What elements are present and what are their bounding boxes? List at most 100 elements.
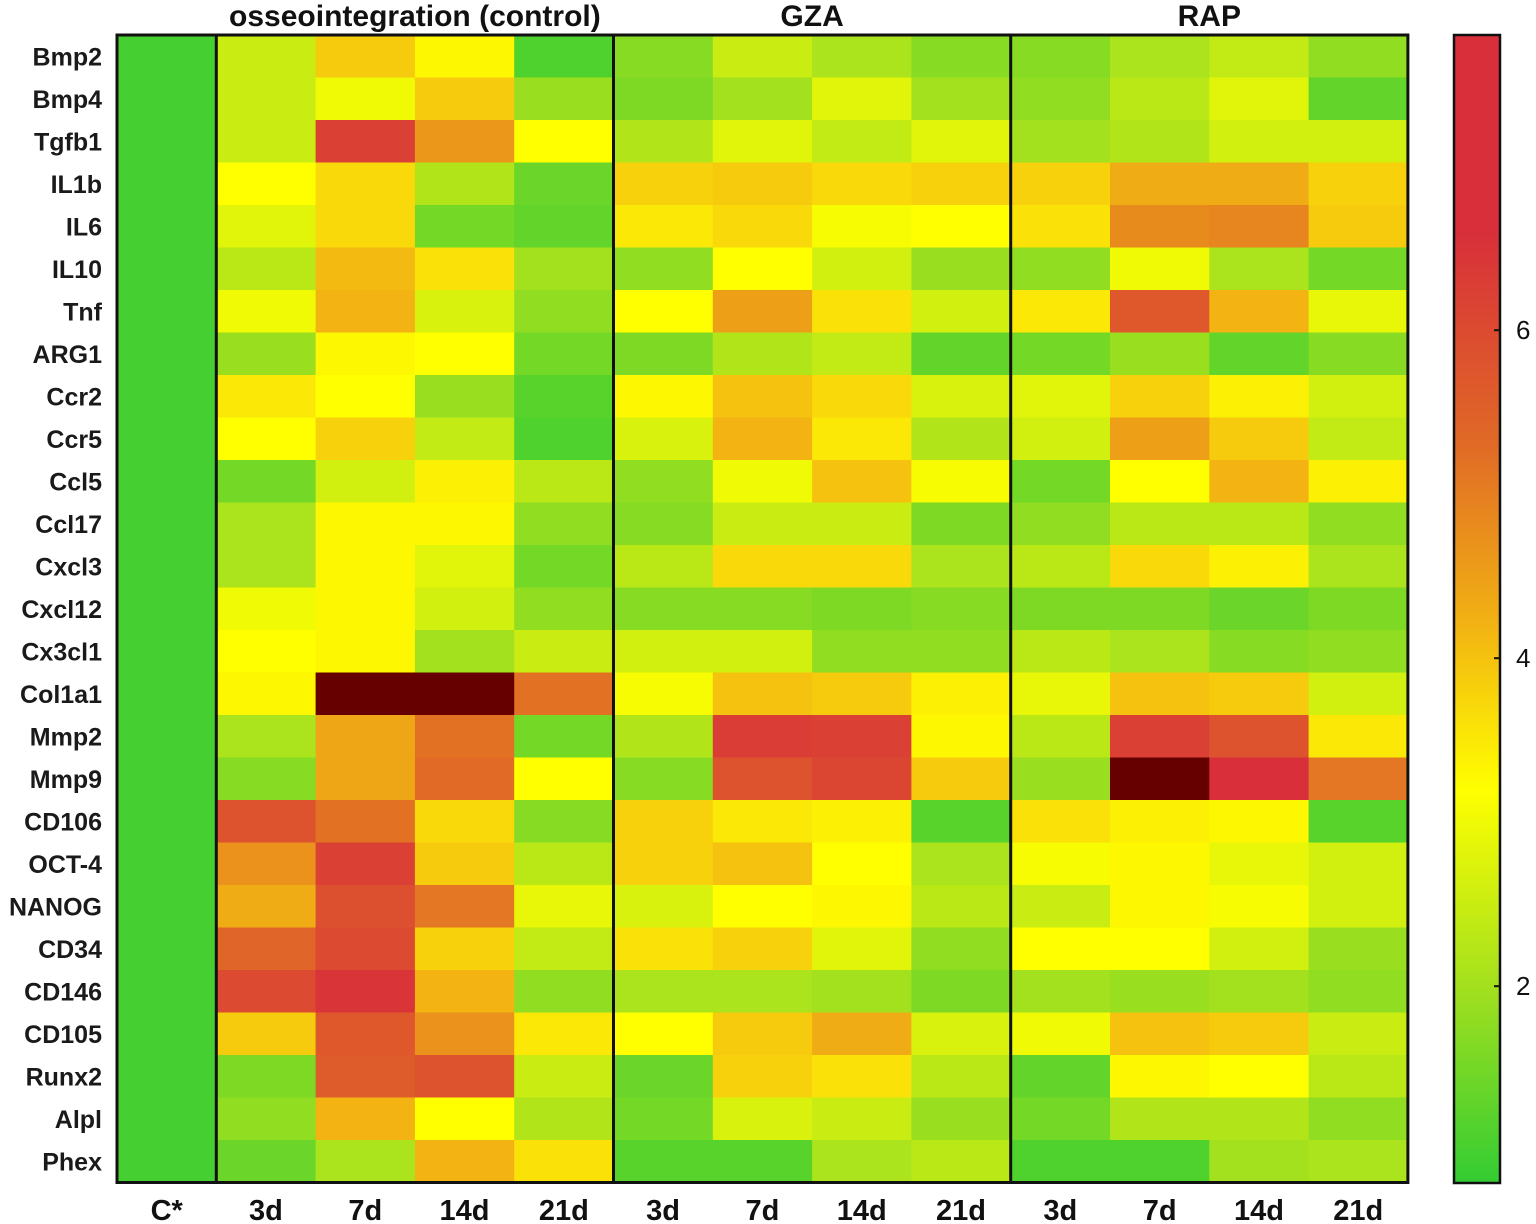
heatmap-cell	[1308, 970, 1409, 1014]
heatmap-cell	[1110, 205, 1210, 249]
heatmap-cell	[911, 800, 1012, 844]
heatmap-cell	[315, 757, 416, 801]
heatmap-cell	[911, 290, 1012, 334]
heatmap-cell	[712, 715, 813, 759]
heatmap-cell	[117, 290, 217, 334]
row-label: Ccr2	[46, 383, 102, 411]
heatmap-cell	[514, 1055, 615, 1099]
heatmap-cell	[911, 885, 1012, 929]
column-label: 14d	[1234, 1195, 1284, 1224]
heatmap-cell	[514, 970, 615, 1014]
heatmap-cell	[117, 885, 217, 929]
heatmap-cell	[1308, 885, 1409, 929]
heatmap-cell	[613, 502, 714, 546]
heatmap-cell	[1010, 545, 1111, 589]
column-label: 14d	[837, 1195, 887, 1224]
heatmap-cell	[414, 715, 515, 759]
row-label: ARG1	[33, 341, 103, 369]
heatmap-cell	[514, 885, 615, 929]
heatmap-cell	[117, 545, 217, 589]
heatmap-cell	[315, 417, 416, 461]
heatmap-cell	[216, 502, 317, 546]
heatmap-cell	[1010, 672, 1111, 716]
heatmap-cell	[414, 1055, 515, 1099]
heatmap-cell	[1209, 927, 1310, 971]
row-label: IL10	[52, 256, 102, 284]
heatmap-cell	[1010, 885, 1111, 929]
heatmap-cell	[911, 715, 1012, 759]
heatmap-cell	[1209, 120, 1310, 164]
heatmap-cell	[315, 502, 416, 546]
heatmap-cell	[1010, 332, 1111, 376]
heatmap-cell	[712, 630, 813, 674]
heatmap-cell	[117, 460, 217, 504]
heatmap-cell	[911, 1097, 1012, 1141]
heatmap-cell	[812, 205, 912, 249]
heatmap-cell	[216, 35, 317, 79]
heatmap-cell	[514, 630, 615, 674]
heatmap-cell	[216, 545, 317, 589]
heatmap-cell	[1308, 290, 1409, 334]
heatmap-cell	[514, 1097, 615, 1141]
heatmap-cell	[315, 885, 416, 929]
heatmap-cell	[1110, 375, 1210, 419]
heatmap-cell	[117, 77, 217, 121]
heatmap-cell	[911, 757, 1012, 801]
heatmap-cell	[911, 842, 1012, 886]
heatmap-cell	[613, 970, 714, 1014]
heatmap-cell	[1209, 502, 1310, 546]
heatmap-cell	[812, 1055, 912, 1099]
heatmap-cell	[1209, 757, 1310, 801]
heatmap-cell	[1010, 630, 1111, 674]
heatmap-cell	[1110, 842, 1210, 886]
row-label: Tgfb1	[34, 128, 102, 156]
heatmap-cell	[911, 247, 1012, 291]
heatmap-cell	[613, 247, 714, 291]
heatmap-cell	[414, 290, 515, 334]
column-labels: C* 3d 7d 14d 21d 3d 7d 14d 21d 3d 7d 14d 21d	[151, 1195, 1384, 1224]
heatmap-cell	[1110, 885, 1210, 929]
heatmap-cell	[315, 970, 416, 1014]
heatmap-cell	[911, 545, 1012, 589]
heatmap-cell	[514, 162, 615, 206]
heatmap-cell	[216, 375, 317, 419]
heatmap-cell	[712, 1055, 813, 1099]
heatmap-cell	[1010, 1140, 1111, 1184]
heatmap-cell	[117, 800, 217, 844]
heatmap-cell	[712, 587, 813, 631]
row-label: OCT-4	[28, 851, 102, 879]
heatmap-cell	[117, 247, 217, 291]
heatmap-cell	[1209, 800, 1310, 844]
heatmap-cell	[414, 757, 515, 801]
heatmap-cell	[812, 800, 912, 844]
heatmap-cell	[117, 120, 217, 164]
heatmap-cell	[1110, 1097, 1210, 1141]
heatmap-cell	[812, 460, 912, 504]
heatmap-cell	[315, 1012, 416, 1056]
heatmap-cell	[613, 1055, 714, 1099]
heatmap-cell	[1209, 970, 1310, 1014]
row-label: Ccl17	[35, 511, 102, 539]
heatmap-cell	[1308, 545, 1409, 589]
heatmap-cell	[1209, 1012, 1310, 1056]
heatmap-cell	[911, 1055, 1012, 1099]
heatmap-cell	[1110, 1055, 1210, 1099]
row-label: Mmp2	[30, 723, 102, 751]
heatmap-cell	[812, 757, 912, 801]
heatmap-cell	[216, 970, 317, 1014]
heatmap-cell	[1110, 332, 1210, 376]
row-label: NANOG	[9, 893, 102, 921]
heatmap-cell	[812, 162, 912, 206]
heatmap-cell	[613, 800, 714, 844]
heatmap-cell	[712, 757, 813, 801]
heatmap-cell	[414, 545, 515, 589]
heatmap-cell	[315, 1097, 416, 1141]
colorbar-tick-label: 2	[1516, 971, 1530, 1001]
heatmap-cell	[414, 247, 515, 291]
colorbar-tick-label: 6	[1516, 315, 1530, 345]
heatmap-cell	[1010, 120, 1111, 164]
heatmap-cell	[514, 120, 615, 164]
column-label: 21d	[936, 1195, 986, 1224]
heatmap-cell	[1308, 1140, 1409, 1184]
heatmap-cell	[1110, 290, 1210, 334]
